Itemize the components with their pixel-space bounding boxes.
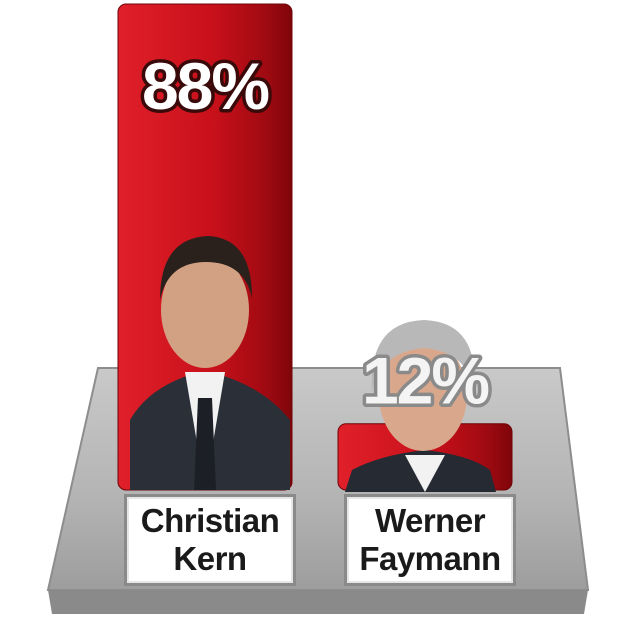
value-label: 12% xyxy=(362,344,488,418)
platform-edge xyxy=(48,590,588,614)
category-label: Christian Kern xyxy=(124,494,296,586)
value-label: 88% xyxy=(142,49,268,123)
portrait-left xyxy=(130,236,290,490)
category-label: Werner Faymann xyxy=(344,494,516,586)
value-labels: 88% 12% xyxy=(138,46,493,422)
portrait-right xyxy=(345,320,496,492)
